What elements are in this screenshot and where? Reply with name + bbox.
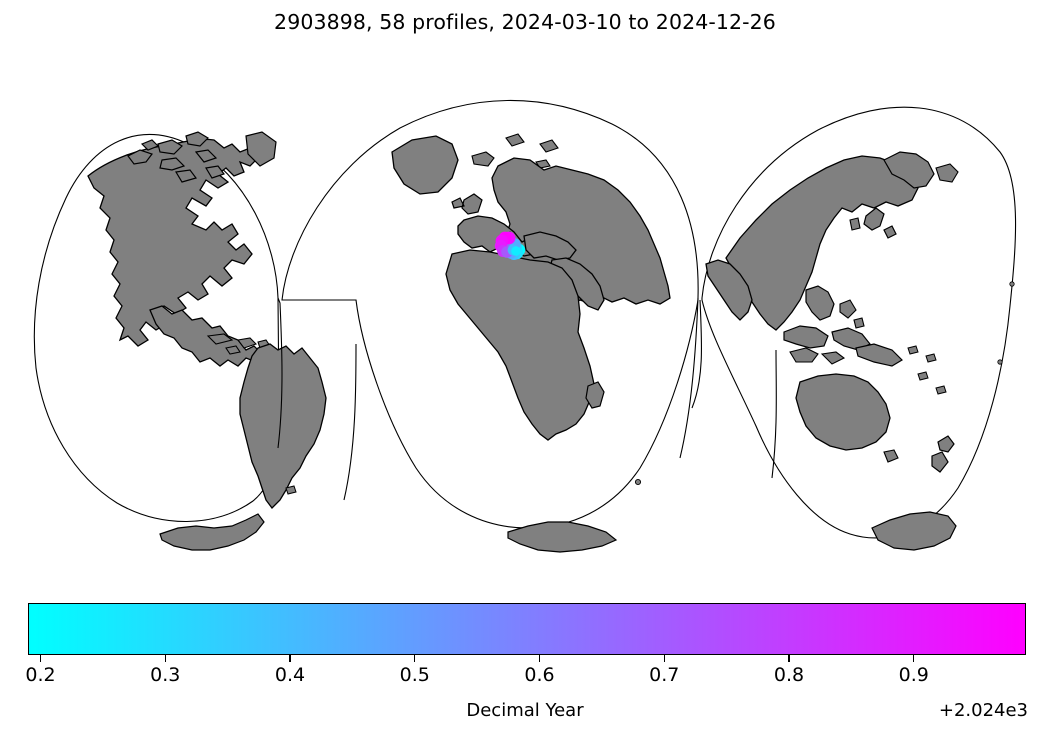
- colorbar-label: Decimal Year: [466, 700, 584, 721]
- colorbar-ticklabel: 0.5: [399, 664, 430, 686]
- colorbar-tickmark: [913, 655, 915, 662]
- colorbar-ticklabel: 0.3: [150, 664, 181, 686]
- map-lobe-asia-oceania: [691, 106, 1017, 551]
- colorbar-ticklabel: 0.6: [524, 664, 555, 686]
- world-map-goode-homolosine: [33, 99, 1017, 553]
- map-axes: [0, 48, 1050, 568]
- map-lobe-afroeurasia: [281, 99, 699, 553]
- colorbar-ticklabel: 0.9: [898, 664, 929, 686]
- map-lobe-americas: [33, 131, 357, 551]
- colorbar-tickmark: [788, 655, 790, 662]
- colorbar-offset-text: +2.024e3: [938, 700, 1028, 721]
- colorbar-ticklabel: 0.4: [274, 664, 306, 686]
- colorbar-ticklabel: 0.7: [649, 664, 680, 686]
- colorbar-ticklabel: 0.2: [25, 664, 56, 686]
- colorbar-ticklabel: 0.8: [773, 664, 805, 686]
- colorbar-tickmark: [663, 655, 665, 662]
- page-title: 2903898, 58 profiles, 2024-03-10 to 2024…: [274, 10, 776, 34]
- colorbar-tickmark: [164, 655, 166, 662]
- colorbar-axes: [28, 603, 1026, 655]
- colorbar-tickmark: [39, 655, 42, 662]
- colorbar-tickmark: [538, 655, 541, 662]
- profile-data-cluster: [494, 231, 526, 260]
- colorbar-tickmark: [289, 655, 291, 662]
- colorbar-tickmark: [414, 655, 416, 662]
- colorbar-gradient[interactable]: [28, 603, 1026, 655]
